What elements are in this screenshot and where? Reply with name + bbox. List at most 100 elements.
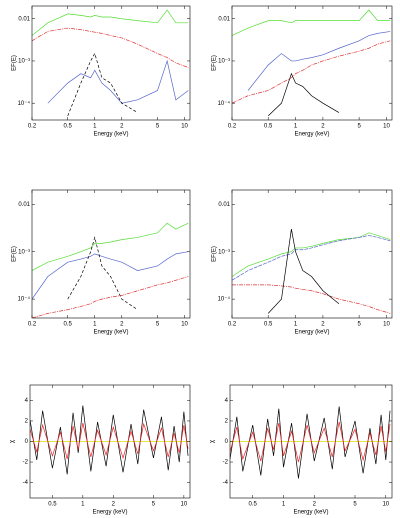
panel: 0.2 0.5 1 2 5 10 0.01 10⁻³ 10⁻⁴ Energy (keV) EF(E) xyxy=(12,189,191,336)
series-line xyxy=(232,235,391,281)
y-axis-label: EF(E) xyxy=(212,246,218,262)
x-tick-label: 1 xyxy=(294,322,298,328)
series-line xyxy=(32,27,189,68)
x-tick-label: 2 xyxy=(112,502,116,508)
plot-area xyxy=(30,405,189,475)
x-tick-label: 0.2 xyxy=(28,124,37,130)
x-tick-label: 0.5 xyxy=(64,322,73,328)
series-line xyxy=(268,28,369,116)
series-line xyxy=(30,422,189,460)
y-axis-label: EF(E) xyxy=(12,55,18,71)
series-line xyxy=(230,406,391,479)
x-tick-label: 10 xyxy=(382,502,389,508)
y-axis-label: χ xyxy=(10,439,16,443)
series-line xyxy=(232,232,391,277)
x-tick-label: 0.2 xyxy=(228,124,237,130)
x-tick-label: 0.5 xyxy=(249,502,258,508)
y-tick-label: 4 xyxy=(25,398,29,404)
y-tick-label: 0.01 xyxy=(18,202,30,208)
plot-frame xyxy=(231,189,393,319)
x-tick-label: 0.2 xyxy=(228,322,237,328)
plot-area xyxy=(32,9,189,116)
y-tick-label: -4 xyxy=(223,480,229,486)
x-tick-label: 5 xyxy=(357,124,361,130)
x-tick-label: 0.5 xyxy=(48,502,57,508)
y-tick-label: -2 xyxy=(23,460,29,466)
plot-area xyxy=(230,406,391,479)
x-tick-label: 1 xyxy=(93,322,97,328)
series-line xyxy=(247,31,391,91)
x-tick-label: 1 xyxy=(282,502,286,508)
series-line xyxy=(32,222,189,271)
x-axis-label: Energy (keV) xyxy=(93,330,128,336)
y-tick-label: 4 xyxy=(225,398,229,404)
x-tick-label: 2 xyxy=(321,322,325,328)
panel: 0.2 0.5 1 2 5 10 0.01 10⁻³ 10⁻⁴ Energy (keV) EF(E) xyxy=(12,5,191,138)
y-axis-label: EF(E) xyxy=(212,55,218,71)
plot-area xyxy=(232,223,391,314)
plot-area xyxy=(32,222,189,318)
y-tick-label: 0 xyxy=(225,439,229,445)
y-tick-label: 10⁻⁴ xyxy=(18,296,31,303)
series-line xyxy=(232,9,391,36)
x-tick-label: 2 xyxy=(313,502,317,508)
x-axis-label: Energy (keV) xyxy=(294,132,329,138)
x-tick-label: 1 xyxy=(294,124,298,130)
x-tick-label: 10 xyxy=(181,502,188,508)
x-tick-label: 2 xyxy=(321,124,325,130)
plot-frame xyxy=(31,5,191,121)
x-tick-label: 10 xyxy=(383,322,390,328)
x-tick-label: 1 xyxy=(93,124,97,130)
y-tick-label: 0.01 xyxy=(218,202,230,208)
panel: 0.5 1 2 5 10 -4 -2 0 2 4 Energy (keV) χ xyxy=(210,384,393,516)
series-line xyxy=(68,31,167,115)
x-tick-label: 1 xyxy=(81,502,85,508)
panel: 0.5 1 2 5 10 -4 -2 0 2 4 Energy (keV) χ xyxy=(10,384,191,516)
y-tick-label: -2 xyxy=(223,460,229,466)
x-tick-label: 10 xyxy=(383,124,390,130)
y-tick-label: 10⁻⁴ xyxy=(18,100,31,107)
series-line xyxy=(230,421,391,463)
series-line xyxy=(47,59,189,104)
x-axis-label: Energy (keV) xyxy=(93,132,128,138)
x-tick-label: 2 xyxy=(120,322,124,328)
x-tick-label: 5 xyxy=(353,502,357,508)
y-tick-label: 2 xyxy=(25,419,29,425)
x-tick-label: 5 xyxy=(156,322,160,328)
plot-area xyxy=(232,9,391,116)
y-tick-label: 2 xyxy=(225,419,229,425)
plot-frame xyxy=(31,189,191,319)
plot-frame xyxy=(231,5,393,121)
x-tick-label: 0.5 xyxy=(64,124,73,130)
series-line xyxy=(32,9,189,36)
y-tick-label: 0.01 xyxy=(218,16,230,22)
x-tick-label: 10 xyxy=(181,322,188,328)
x-axis-label: Energy (keV) xyxy=(294,330,329,336)
x-tick-label: 0.5 xyxy=(264,124,273,130)
y-tick-label: 10⁻³ xyxy=(18,59,30,65)
series-line xyxy=(32,251,189,300)
x-axis-label: Energy (keV) xyxy=(293,510,328,516)
series-line xyxy=(32,276,189,318)
y-tick-label: 0.01 xyxy=(18,16,30,22)
x-tick-label: 2 xyxy=(120,124,124,130)
y-tick-label: 10⁻³ xyxy=(218,59,230,65)
panel: 0.2 0.5 1 2 5 10 0.01 10⁻³ 10⁻⁴ Energy (keV) EF(E) xyxy=(212,5,393,138)
y-tick-label: 10⁻³ xyxy=(218,249,230,255)
y-tick-label: -4 xyxy=(23,480,29,486)
x-tick-label: 5 xyxy=(152,502,156,508)
x-tick-label: 0.5 xyxy=(264,322,273,328)
y-axis-label: EF(E) xyxy=(12,246,18,262)
y-tick-label: 0 xyxy=(25,439,29,445)
panel: 0.2 0.5 1 2 5 10 0.01 10⁻³ 10⁻⁴ Energy (keV) EF(E) xyxy=(212,189,393,336)
series-line xyxy=(68,229,167,310)
series-line xyxy=(268,223,369,313)
x-tick-label: 5 xyxy=(156,124,160,130)
x-tick-label: 10 xyxy=(181,124,188,130)
series-line xyxy=(232,40,391,104)
x-tick-label: 5 xyxy=(357,322,361,328)
series-line xyxy=(232,284,391,314)
x-tick-label: 0.2 xyxy=(28,322,37,328)
y-tick-label: 10⁻⁴ xyxy=(218,296,231,303)
